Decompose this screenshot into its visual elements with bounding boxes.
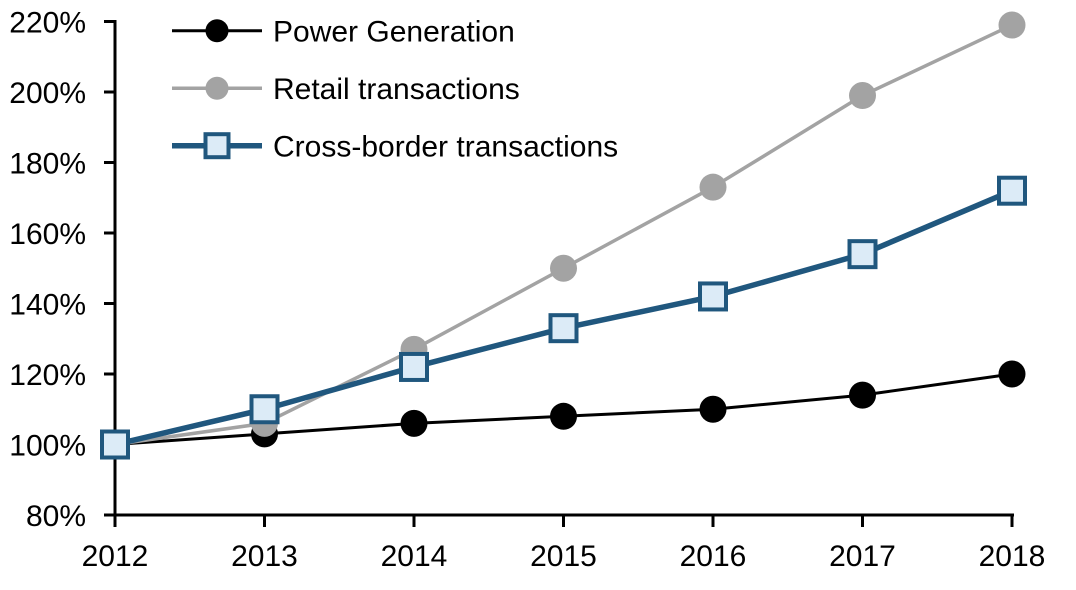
data-point-power-generation (849, 381, 876, 409)
data-point-cross-border-transactions (997, 175, 1027, 206)
data-point-power-generation (550, 402, 577, 430)
legend-marker-cross-border-transactions (203, 132, 231, 160)
data-point-cross-border-transactions (698, 281, 728, 312)
x-tick-label: 2017 (829, 540, 896, 573)
legend-marker-retail-transactions (205, 76, 229, 100)
y-tick-label: 180% (9, 148, 86, 181)
data-point-retail-transactions (699, 173, 727, 201)
x-tick-label: 2014 (381, 540, 448, 573)
legend-marker-power-generation (205, 19, 229, 43)
data-point-power-generation (400, 409, 428, 437)
data-point-cross-border-transactions (847, 239, 878, 270)
y-tick-label: 80% (26, 500, 86, 533)
data-point-cross-border-transactions (399, 351, 429, 382)
legend-label-cross-border-transactions: Cross-border transactions (273, 131, 618, 164)
y-tick-label: 160% (9, 218, 86, 251)
x-tick-label: 2015 (530, 540, 597, 573)
data-point-power-generation (998, 360, 1026, 388)
data-point-retail-transactions (849, 82, 876, 110)
legend-label-power-generation: Power Generation (273, 16, 515, 49)
y-tick-label: 220% (9, 7, 86, 40)
data-point-retail-transactions (550, 254, 577, 282)
x-tick-label: 2013 (231, 540, 298, 573)
y-tick-label: 200% (9, 77, 86, 110)
x-tick-label: 2018 (979, 540, 1046, 573)
x-tick-label: 2012 (82, 540, 149, 573)
y-tick-label: 140% (9, 289, 86, 322)
data-point-cross-border-transactions (100, 429, 130, 460)
data-point-power-generation (699, 395, 727, 423)
x-tick-label: 2016 (680, 540, 747, 573)
data-point-retail-transactions (998, 11, 1026, 39)
data-point-cross-border-transactions (548, 313, 579, 344)
y-tick-label: 100% (9, 430, 86, 463)
data-point-cross-border-transactions (249, 394, 280, 425)
y-tick-label: 120% (9, 359, 86, 392)
legend-label-retail-transactions: Retail transactions (273, 73, 520, 106)
